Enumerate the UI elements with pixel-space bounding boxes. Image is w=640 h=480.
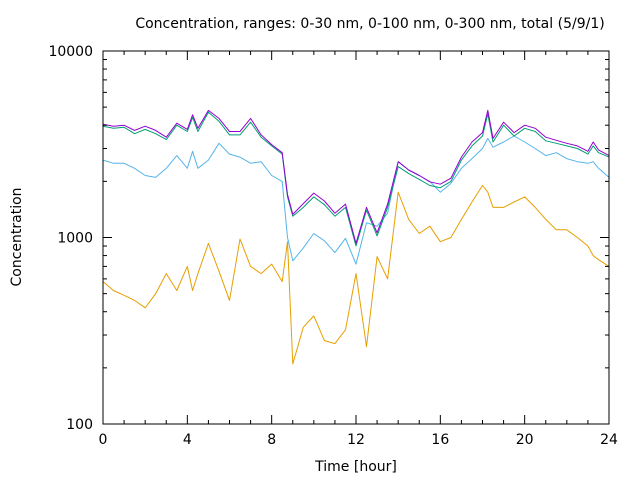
series-layer — [102, 109, 610, 365]
y-tick-label: 100 — [66, 417, 93, 433]
series-line-0-30-nm — [102, 185, 610, 365]
y-tick-label: 1000 — [57, 231, 93, 247]
x-tick-label: 16 — [431, 432, 449, 448]
series-line-0-300-nm — [102, 111, 610, 247]
x-tick-label: 0 — [99, 432, 108, 448]
series-line-0-100-nm — [102, 135, 610, 265]
x-tick-label: 12 — [347, 432, 365, 448]
x-tick-label: 4 — [183, 432, 192, 448]
y-axis-title: Concentration — [9, 187, 25, 286]
plot-frame — [102, 50, 610, 425]
y-tick-label: 10000 — [48, 44, 93, 60]
x-tick-label: 20 — [516, 432, 534, 448]
x-axis-title: Time [hour] — [314, 459, 397, 475]
x-axis: 0 4 8 12 16 20 24 — [99, 51, 618, 448]
x-tick-label: 8 — [267, 432, 276, 448]
y-axis: 100 1000 10000 — [48, 44, 609, 433]
chart-title: Concentration, ranges: 0-30 nm, 0-100 nm… — [135, 16, 604, 32]
x-tick-label: 24 — [600, 432, 618, 448]
series-line-total — [102, 109, 610, 244]
